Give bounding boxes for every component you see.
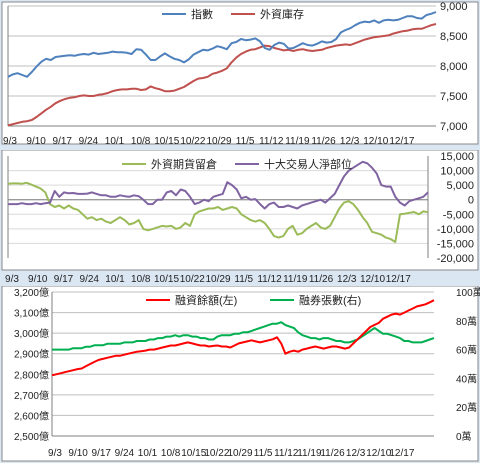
y-tick-label: 9,000 — [440, 1, 468, 13]
chart-panel-2: 15,000 10,000 5,000 0 -5,000 -10,000 -15,000 -2… — [0, 150, 480, 286]
x-tick-label: 10/22 — [180, 136, 205, 146]
x-tick-label: 10/29 — [205, 274, 230, 285]
y-tick-label-left: 3,200億 — [14, 286, 49, 299]
x-tick-label: 10/29 — [206, 136, 231, 146]
y-tick-label-left: 2,600億 — [14, 409, 49, 422]
x-tick-label: 10/15 — [154, 136, 179, 146]
x-tick-label: 10/22 — [204, 448, 229, 459]
legend-label: 外資期貨留倉 — [151, 157, 217, 171]
x-tick-label: 12/3 — [340, 136, 360, 146]
x-tick-label: 9/10 — [26, 136, 46, 146]
y-tick-label-right: 100萬 — [456, 286, 480, 299]
x-tick-label: 11/5 — [254, 448, 273, 459]
x-tick-label: 9/10 — [68, 448, 88, 459]
x-tick-label: 9/17 — [92, 448, 112, 459]
legend-label: 指數 — [191, 7, 213, 21]
index-vs-foreign-inventory-chart: 7,000 7,500 8,000 8,500 9,000 指數 外資庫存 9/3 9/10 9/… — [1, 1, 479, 146]
legend-label: 外資庫存 — [260, 7, 304, 21]
x-tick-label: 10/8 — [131, 136, 151, 146]
x-tick-label: 10/8 — [161, 448, 181, 459]
x-tick-label: 10/1 — [138, 448, 158, 459]
x-tick-label: 11/26 — [311, 136, 336, 146]
x-tick-label: 12/3 — [337, 274, 357, 285]
x-tick-label: 9/24 — [79, 136, 99, 146]
x-tick-label: 9/3 — [3, 136, 17, 146]
y-tick-label: -10,000 — [437, 224, 474, 236]
y-tick-label: 5,000 — [446, 180, 474, 192]
y-tick-label-left: 2,700億 — [14, 389, 49, 402]
chart-frame — [1, 150, 479, 271]
x-tick-label: 10/8 — [131, 274, 151, 285]
y-tick-label: 8,500 — [440, 31, 468, 43]
legend-label: 融券張數(右) — [299, 293, 361, 307]
x-tick-label: 9/3 — [5, 274, 19, 285]
y-tick-label-left: 2,500億 — [14, 430, 49, 443]
y-tick-label: 10,000 — [440, 166, 474, 178]
x-tick-label: 10/15 — [181, 448, 206, 459]
x-tick-label: 12/10 — [360, 274, 385, 285]
x-tick-label: 11/26 — [309, 274, 334, 285]
x-tick-label: 9/3 — [48, 448, 62, 459]
x-tick-label: 12/17 — [389, 136, 414, 146]
y-tick-label: 15,000 — [440, 151, 474, 163]
legend-label: 融資餘額(左) — [175, 293, 237, 307]
y-tick-label-right: 80萬 — [456, 315, 477, 328]
x-tick-label: 11/19 — [283, 274, 308, 285]
x-tick-label: 10/29 — [227, 448, 252, 459]
x-tick-label: 9/24 — [80, 274, 100, 285]
x-tick-label: 9/24 — [115, 448, 135, 459]
y-tick-label: 7,500 — [440, 91, 468, 103]
y-tick-label: 7,000 — [440, 121, 468, 133]
chart-panel-1: 7,000 7,500 8,000 8,500 9,000 指數 外資庫存 9/3 9/10 9/… — [0, 0, 480, 146]
x-tick-label: 9/17 — [54, 274, 74, 285]
x-tick-label: 11/12 — [259, 136, 284, 146]
y-tick-label: 0 — [468, 195, 474, 207]
x-tick-label: 10/1 — [105, 136, 125, 146]
x-tick-label: 11/5 — [236, 136, 255, 146]
y-tick-label-left: 2,900億 — [14, 348, 49, 361]
x-tick-label: 12/3 — [346, 448, 366, 459]
chart-frame — [1, 1, 479, 145]
margin-trading-chart: 2,500億 2,600億 2,700億 2,800億 2,900億 3,000億 3,10… — [1, 286, 480, 462]
y-tick-label-right: 60萬 — [456, 344, 477, 357]
y-tick-label: -5,000 — [443, 209, 474, 221]
series-line-futures-position — [7, 181, 429, 243]
y-tick-label-right: 40萬 — [456, 372, 477, 385]
x-tick-label: 9/10 — [28, 274, 48, 285]
y-tick-label-right: 0萬 — [456, 430, 472, 443]
y-tick-label: 8,000 — [440, 61, 468, 73]
y-tick-label: -20,000 — [437, 253, 474, 265]
y-tick-label-left: 2,800億 — [14, 368, 49, 381]
x-tick-label: 10/1 — [105, 274, 125, 285]
y-tick-label-left: 3,000億 — [14, 327, 49, 340]
series-line-foreign-inventory — [7, 23, 437, 127]
legend-label: 十大交易人淨部位 — [264, 157, 352, 171]
x-tick-label: 12/10 — [363, 136, 388, 146]
series-line-short-sales — [52, 321, 435, 351]
y-tick-label-left: 3,100億 — [14, 307, 49, 320]
chart-panel-3: 2,500億 2,600億 2,700億 2,800億 2,900億 3,000億 3,10… — [0, 286, 480, 463]
series-line-index — [7, 11, 437, 78]
futures-position-chart: 15,000 10,000 5,000 0 -5,000 -10,000 -15,000 -2… — [1, 150, 479, 285]
series-line-margin-balance — [51, 299, 435, 377]
x-tick-label: 12/10 — [366, 448, 391, 459]
y-tick-label-right: 20萬 — [456, 401, 477, 414]
x-tick-label: 12/17 — [389, 448, 414, 459]
x-tick-label: 11/19 — [297, 448, 322, 459]
x-tick-label: 11/5 — [234, 274, 253, 285]
x-tick-label: 11/12 — [274, 448, 299, 459]
series-line-top10-traders — [8, 160, 429, 210]
x-tick-label: 10/15 — [154, 274, 179, 285]
x-tick-label: 11/12 — [257, 274, 282, 285]
x-tick-label: 12/17 — [386, 274, 411, 285]
x-tick-label: 9/17 — [53, 136, 73, 146]
x-tick-label: 11/19 — [285, 136, 310, 146]
y-tick-label: -15,000 — [437, 238, 474, 250]
x-tick-label: 10/22 — [180, 274, 205, 285]
x-tick-label: 11/26 — [320, 448, 345, 459]
